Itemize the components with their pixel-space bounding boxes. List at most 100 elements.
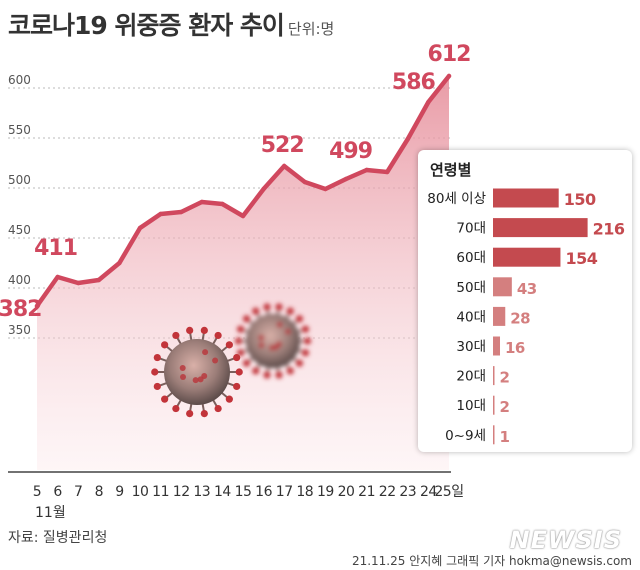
age-category-label: 40대	[456, 309, 486, 325]
y-tick-350: 350	[8, 323, 31, 337]
age-row: 10대 2	[456, 395, 510, 416]
month-label: 11월	[35, 505, 66, 521]
data-point	[240, 213, 246, 219]
area-path	[37, 76, 449, 470]
age-bar	[493, 277, 512, 297]
age-row: 70대 216	[456, 218, 625, 239]
data-label-21: 499	[329, 139, 372, 164]
age-breakdown-panel: 연령별 80세 이상 150 70대 216 60대 154 50대 43 40대 28 30대 16…	[418, 150, 632, 452]
age-value-label: 216	[593, 220, 625, 239]
age-category-label: 50대	[456, 280, 486, 296]
age-category-label: 10대	[456, 398, 486, 414]
age-value-label: 28	[510, 309, 530, 327]
inset-title: 연령별	[430, 161, 472, 179]
age-value-label: 2	[500, 369, 510, 387]
age-bar	[493, 188, 559, 208]
age-value-label: 2	[500, 398, 510, 416]
x-tick-16: 16	[255, 484, 272, 500]
x-tick-6: 6	[53, 484, 62, 500]
credit-line: 21.11.25 안지혜 그래픽 기자 hokma@newsis.com	[351, 554, 632, 568]
age-row: 50대 43	[456, 277, 537, 298]
data-label-17: 522	[261, 133, 304, 158]
x-tick-9: 9	[115, 484, 123, 500]
y-tick-400: 400	[8, 273, 31, 287]
age-category-label: 30대	[456, 339, 486, 355]
data-point	[179, 209, 184, 215]
age-row: 0~9세 1	[445, 425, 510, 446]
data-point	[261, 186, 266, 192]
age-row: 20대 2	[456, 366, 510, 387]
x-tick-24: 24	[420, 484, 437, 500]
data-point	[55, 274, 60, 280]
data-point	[199, 199, 204, 205]
area-fill	[37, 76, 449, 470]
data-point	[220, 201, 225, 207]
x-tick-13: 13	[193, 484, 210, 500]
x-tick-10: 10	[132, 484, 149, 500]
x-tick-17: 17	[276, 484, 293, 500]
data-point	[343, 176, 349, 182]
data-point	[446, 73, 452, 79]
age-value-label: 1	[500, 428, 510, 446]
data-point	[405, 136, 410, 142]
data-point	[426, 99, 431, 105]
x-tick-25: 25일	[434, 484, 463, 500]
age-bar	[493, 306, 506, 326]
data-point	[302, 179, 307, 185]
age-category-label: 60대	[456, 250, 486, 266]
series-line	[34, 73, 452, 309]
age-row: 60대 154	[456, 247, 598, 268]
x-tick-14: 14	[214, 484, 231, 500]
age-category-label: 70대	[456, 221, 486, 237]
x-tick-7: 7	[74, 484, 82, 500]
data-label-24: 586	[392, 70, 436, 95]
age-bar	[493, 425, 495, 445]
x-tick-23: 23	[399, 484, 416, 500]
x-tick-22: 22	[379, 484, 396, 500]
x-tick-5: 5	[33, 484, 41, 500]
data-label-5: 382	[0, 297, 41, 322]
data-label-6: 411	[34, 236, 77, 261]
y-tick-450: 450	[8, 223, 31, 237]
y-tick-550: 550	[8, 123, 31, 137]
newsis-logo: NEWSIS	[509, 526, 622, 554]
data-point	[117, 260, 122, 266]
age-value-label: 154	[565, 249, 597, 268]
y-tick-600: 600	[8, 73, 31, 87]
age-category-label: 20대	[456, 369, 486, 385]
chart-title-text: 코로나19 위중증 환자 추이	[8, 11, 285, 40]
y-tick-500: 500	[8, 173, 31, 187]
age-bar	[493, 218, 588, 238]
x-tick-11: 11	[152, 484, 169, 500]
data-labels: 382 411 522 499 586 612	[0, 42, 471, 322]
x-tick-18: 18	[296, 484, 313, 500]
virus-illustration	[151, 303, 312, 418]
x-tick-21: 21	[358, 484, 375, 500]
age-bar	[493, 366, 495, 386]
chart-title: 코로나19 위중증 환자 추이 단위:명	[8, 6, 334, 42]
unit-label: 단위:명	[287, 20, 335, 38]
data-point	[158, 211, 163, 217]
age-row: 30대 16	[456, 336, 525, 357]
data-point	[34, 303, 40, 309]
age-row: 40대 28	[456, 306, 531, 327]
virus-icon-blurred	[234, 303, 312, 379]
age-bar	[493, 247, 561, 267]
age-value-label: 150	[564, 190, 596, 209]
data-point	[96, 277, 102, 283]
data-point	[385, 169, 390, 175]
virus-icon	[151, 326, 243, 418]
age-bar	[493, 336, 501, 356]
age-row: 80세 이상 150	[427, 188, 596, 209]
data-point	[76, 280, 81, 286]
x-tick-20: 20	[338, 484, 355, 500]
age-category-label: 80세 이상	[427, 191, 486, 207]
data-point	[282, 163, 287, 169]
data-label-25: 612	[428, 42, 471, 67]
age-value-label: 16	[505, 339, 525, 357]
x-tick-12: 12	[173, 484, 190, 500]
data-point	[364, 167, 369, 173]
